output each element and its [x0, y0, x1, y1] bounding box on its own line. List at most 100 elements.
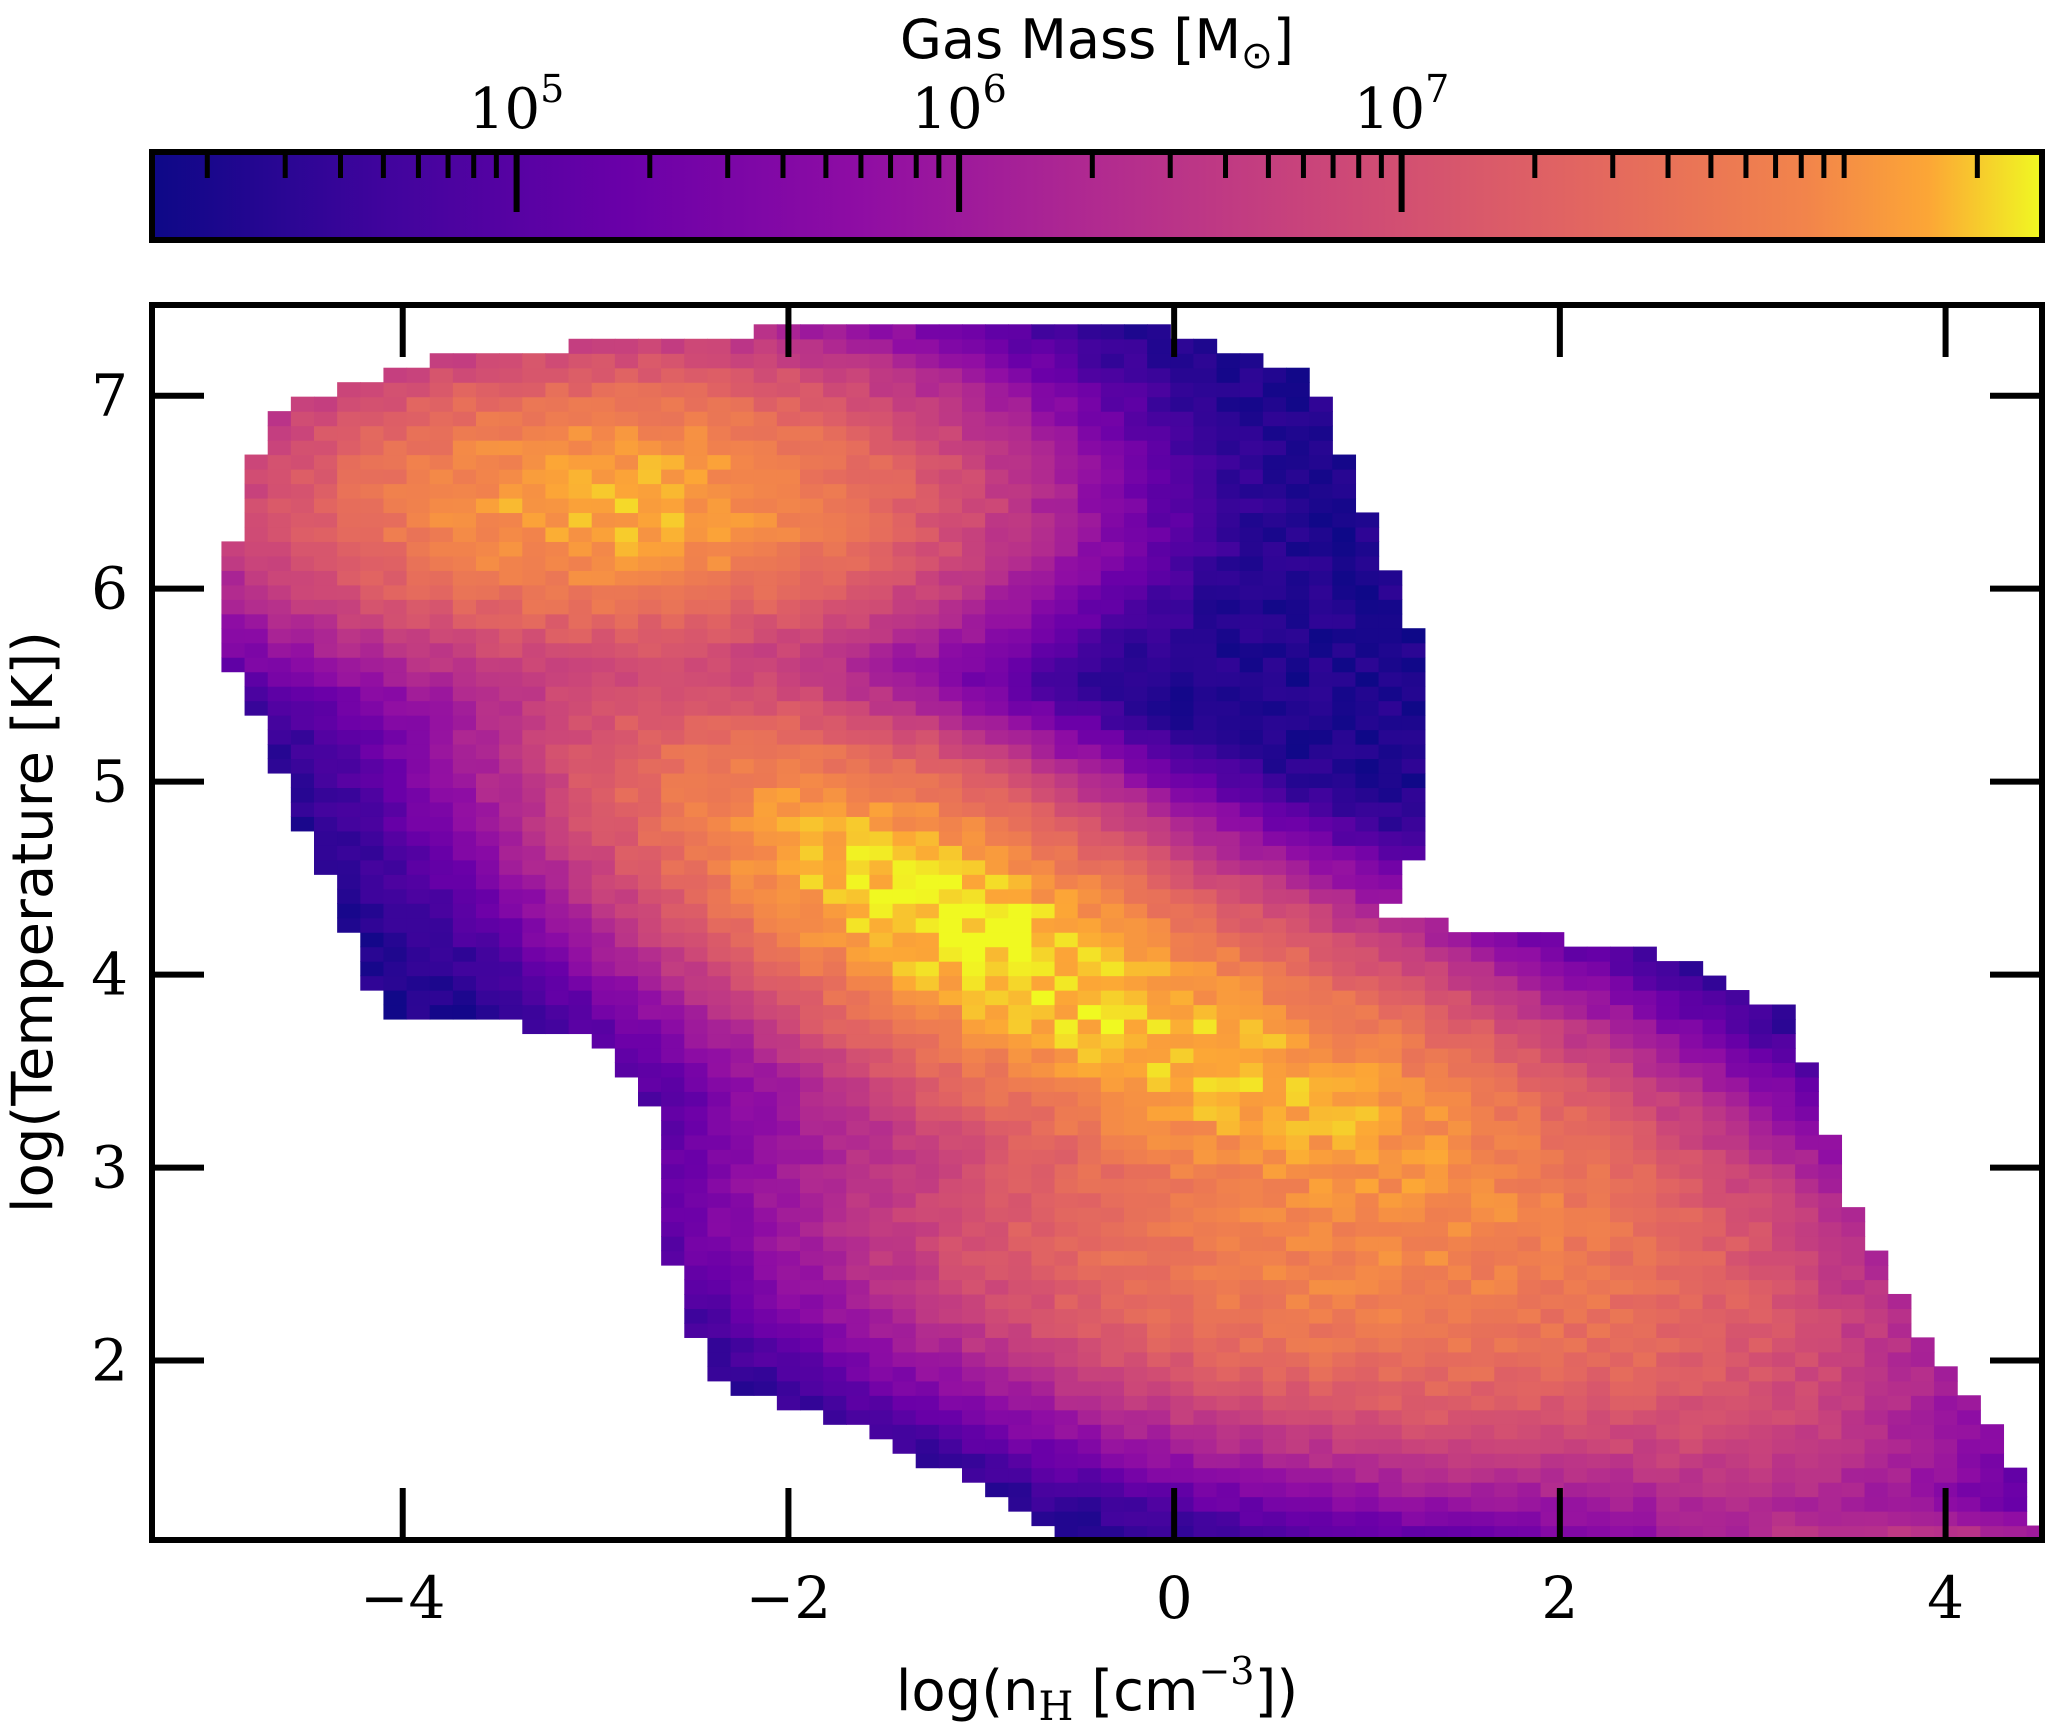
heatmap-cell — [614, 584, 639, 600]
heatmap-cell — [314, 541, 338, 557]
heatmap-cell — [1772, 1178, 1796, 1194]
heatmap-cell — [1239, 353, 1264, 369]
heatmap-cell — [638, 570, 662, 586]
heatmap-cell — [568, 599, 593, 615]
heatmap-cell — [1054, 787, 1079, 803]
heatmap-cell — [1008, 613, 1033, 629]
heatmap-cell — [1563, 1380, 1588, 1396]
heatmap-cell — [823, 816, 847, 832]
heatmap-cell — [1448, 1366, 1472, 1382]
heatmap-cell — [1656, 1380, 1681, 1396]
heatmap-cell — [452, 932, 477, 948]
heatmap-cell — [1401, 917, 1426, 933]
heatmap-cell — [614, 411, 639, 427]
heatmap-cell — [1008, 1337, 1033, 1353]
heatmap-cell — [499, 961, 523, 977]
heatmap-cell — [383, 512, 408, 528]
heatmap-cell — [1286, 1409, 1310, 1425]
heatmap-cell — [1586, 1467, 1611, 1483]
heatmap-cell — [869, 715, 894, 731]
heatmap-cell — [823, 1236, 847, 1252]
heatmap-cell — [1563, 1279, 1588, 1295]
heatmap-cell — [1239, 801, 1264, 817]
heatmap-cell — [1100, 1496, 1125, 1512]
heatmap-cell — [985, 440, 1009, 456]
heatmap-cell — [1633, 990, 1657, 1006]
heatmap-cell — [1124, 454, 1148, 470]
heatmap-cell — [892, 729, 917, 745]
heatmap-cell — [1239, 1438, 1264, 1454]
heatmap-cell — [1031, 584, 1056, 600]
heatmap-cell — [1054, 816, 1079, 832]
heatmap-cell — [938, 570, 963, 586]
heatmap-cell — [1772, 1018, 1796, 1035]
heatmap-cell — [1725, 1409, 1750, 1425]
heatmap-cell — [800, 1279, 824, 1295]
heatmap-cell — [1332, 642, 1357, 658]
heatmap-cell — [1170, 975, 1195, 991]
heatmap-cell — [383, 758, 408, 774]
heatmap-cell — [1332, 1062, 1357, 1078]
heatmap-cell — [985, 512, 1009, 528]
heatmap-cell — [1494, 1149, 1519, 1165]
heatmap-cell — [476, 483, 500, 499]
heatmap-cell — [1124, 1482, 1148, 1498]
heatmap-cell — [499, 859, 523, 875]
heatmap-cell — [1910, 1467, 1935, 1483]
heatmap-cell — [614, 990, 639, 1006]
heatmap-cell — [1563, 946, 1588, 962]
heatmap-cell — [337, 686, 361, 702]
heatmap-cell — [730, 1293, 755, 1310]
heatmap-cell — [776, 570, 801, 586]
heatmap-cell — [1100, 917, 1125, 933]
heatmap-cell — [1725, 1438, 1750, 1454]
heatmap-cell — [614, 657, 639, 673]
heatmap-cell — [1471, 1265, 1495, 1281]
heatmap-cell — [1610, 1062, 1634, 1078]
heatmap-cell — [1262, 932, 1287, 948]
heatmap-cell — [1309, 787, 1333, 803]
heatmap-cell — [591, 497, 616, 514]
heatmap-cell — [638, 425, 662, 441]
heatmap-cell — [314, 845, 338, 861]
heatmap-cell — [1355, 1525, 1380, 1540]
heatmap-cell — [1262, 744, 1287, 760]
heatmap-cell — [1309, 483, 1333, 499]
heatmap-cell — [360, 772, 385, 789]
heatmap-cell — [1887, 1409, 1912, 1425]
heatmap-cell — [591, 845, 616, 861]
heatmap-cell — [869, 1018, 894, 1035]
heatmap-cell — [1772, 1322, 1796, 1338]
heatmap-cell — [1818, 1409, 1843, 1425]
heatmap-cell — [1170, 1293, 1195, 1310]
heatmap-cell — [476, 932, 500, 948]
heatmap-cell — [753, 1207, 778, 1223]
heatmap-cell — [545, 469, 570, 485]
heatmap-cell — [1124, 1322, 1148, 1338]
heatmap-cell — [1193, 715, 1218, 731]
heatmap-cell — [707, 599, 732, 615]
heatmap-cell — [1239, 657, 1264, 673]
heatmap-cell — [1262, 758, 1287, 774]
heatmap-cell — [1910, 1511, 1935, 1527]
heatmap-cell — [429, 396, 454, 412]
heatmap-cell — [985, 772, 1009, 789]
heatmap-cell — [823, 1163, 847, 1179]
heatmap-cell — [1309, 801, 1333, 817]
heatmap-cell — [1448, 1134, 1472, 1150]
heatmap-cell — [1262, 483, 1287, 499]
heatmap-cell — [846, 1178, 871, 1194]
heatmap-cell — [1355, 715, 1380, 731]
heatmap-cell — [638, 642, 662, 658]
heatmap-cell — [1008, 396, 1033, 412]
heatmap-cell — [1239, 1308, 1264, 1324]
heatmap-cell — [846, 729, 871, 745]
heatmap-cell — [1031, 1134, 1056, 1150]
heatmap-cell — [962, 526, 986, 542]
heatmap-cell — [568, 990, 593, 1006]
heatmap-cell — [730, 816, 755, 832]
heatmap-cell — [915, 845, 940, 861]
heatmap-cell — [614, 440, 639, 456]
heatmap-cell — [1471, 1511, 1495, 1527]
heatmap-cell — [985, 1366, 1009, 1382]
